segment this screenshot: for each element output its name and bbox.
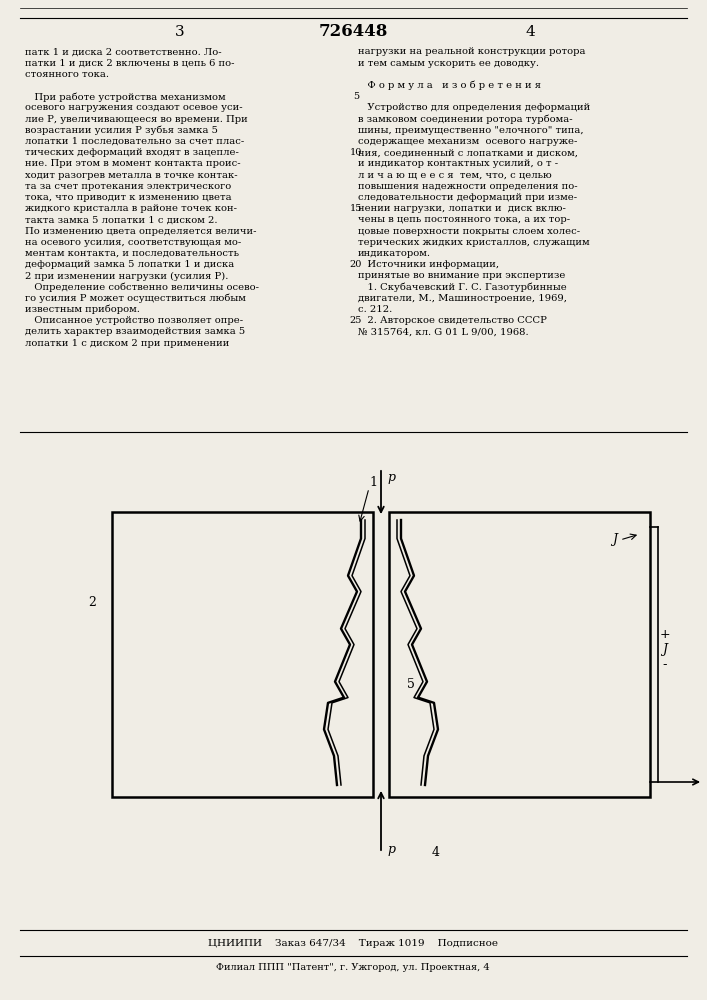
Text: 1. Скубачевский Г. С. Газотурбинные: 1. Скубачевский Г. С. Газотурбинные: [358, 282, 567, 292]
Text: Устройство для определения деформаций: Устройство для определения деформаций: [358, 104, 590, 112]
Text: на осевого усилия, соответствующая мо-: на осевого усилия, соответствующая мо-: [25, 238, 241, 247]
Text: осевого нагружения создают осевое уси-: осевого нагружения создают осевое уси-: [25, 104, 243, 112]
Text: терических жидких кристаллов, служащим: терических жидких кристаллов, служащим: [358, 238, 590, 247]
Text: жидкого кристалла в районе точек кон-: жидкого кристалла в районе точек кон-: [25, 204, 237, 213]
Text: 2. Авторское свидетельство СССР: 2. Авторское свидетельство СССР: [358, 316, 547, 325]
Text: возрастании усилия Р зубья замка 5: возрастании усилия Р зубья замка 5: [25, 126, 218, 135]
Text: повышения надежности определения по-: повышения надежности определения по-: [358, 182, 578, 191]
Text: деформаций замка 5 лопатки 1 и диска: деформаций замка 5 лопатки 1 и диска: [25, 260, 234, 269]
Text: 2: 2: [88, 595, 96, 608]
Text: J: J: [662, 643, 667, 656]
Text: Филиал ППП "Патент", г. Ужгород, ул. Проектная, 4: Филиал ППП "Патент", г. Ужгород, ул. Про…: [216, 964, 490, 972]
Text: p: p: [387, 844, 395, 856]
Text: принятые во внимание при экспертизе: принятые во внимание при экспертизе: [358, 271, 566, 280]
Text: ментам контакта, и последовательность: ментам контакта, и последовательность: [25, 249, 239, 258]
Text: 5: 5: [353, 92, 359, 101]
Text: лопатки 1 последовательно за счет плас-: лопатки 1 последовательно за счет плас-: [25, 137, 244, 146]
Text: 1: 1: [369, 476, 377, 488]
Text: тока, что приводит к изменению цвета: тока, что приводит к изменению цвета: [25, 193, 232, 202]
Text: нении нагрузки, лопатки и  диск вклю-: нении нагрузки, лопатки и диск вклю-: [358, 204, 566, 213]
Text: та за счет протекания электрического: та за счет протекания электрического: [25, 182, 231, 191]
Text: делить характер взаимодействия замка 5: делить характер взаимодействия замка 5: [25, 328, 245, 336]
Text: тических деформаций входят в зацепле-: тических деформаций входят в зацепле-: [25, 148, 239, 157]
Text: индикатором.: индикатором.: [358, 249, 431, 258]
Text: следовательности деформаций при изме-: следовательности деформаций при изме-: [358, 193, 577, 202]
Text: 20: 20: [350, 260, 362, 269]
Text: лопатки 1 с диском 2 при применении: лопатки 1 с диском 2 при применении: [25, 339, 229, 348]
Text: цовые поверхности покрыты слоем холес-: цовые поверхности покрыты слоем холес-: [358, 227, 580, 236]
Text: и тем самым ускорить ее доводку.: и тем самым ускорить ее доводку.: [358, 59, 539, 68]
Text: +: +: [660, 628, 670, 641]
Text: 3: 3: [175, 25, 185, 39]
Text: ЦНИИПИ    Заказ 647/34    Тираж 1019    Подписное: ЦНИИПИ Заказ 647/34 Тираж 1019 Подписное: [208, 938, 498, 948]
Text: № 315764, кл. G 01 L 9/00, 1968.: № 315764, кл. G 01 L 9/00, 1968.: [358, 328, 529, 336]
Text: Описанное устройство позволяет опре-: Описанное устройство позволяет опре-: [25, 316, 243, 325]
Text: 25: 25: [350, 316, 362, 325]
Text: с. 212.: с. 212.: [358, 305, 392, 314]
Text: p: p: [387, 472, 395, 485]
Text: го усилия Р может осуществиться любым: го усилия Р может осуществиться любым: [25, 294, 246, 303]
Text: 4: 4: [432, 846, 440, 859]
Text: шины, преимущественно "елочного" типа,: шины, преимущественно "елочного" типа,: [358, 126, 583, 135]
Text: -: -: [662, 658, 667, 671]
Text: 2 при изменении нагрузки (усилия Р).: 2 при изменении нагрузки (усилия Р).: [25, 271, 228, 281]
Text: 726448: 726448: [318, 23, 387, 40]
Text: в замковом соединении ротора турбома-: в замковом соединении ротора турбома-: [358, 114, 573, 124]
Text: При работе устройства механизмом: При работе устройства механизмом: [25, 92, 226, 102]
Text: 5: 5: [407, 678, 415, 691]
Text: По изменению цвета определяется величи-: По изменению цвета определяется величи-: [25, 227, 257, 236]
Text: лие Р, увеличивающееся во времени. При: лие Р, увеличивающееся во времени. При: [25, 115, 247, 124]
Text: J: J: [612, 534, 617, 546]
Text: Определение собственно величины осево-: Определение собственно величины осево-: [25, 282, 259, 292]
Text: ходит разогрев металла в точке контак-: ходит разогрев металла в точке контак-: [25, 171, 238, 180]
Text: нагрузки на реальной конструкции ротора: нагрузки на реальной конструкции ротора: [358, 47, 585, 56]
Text: и индикатор контактных усилий, о т -: и индикатор контактных усилий, о т -: [358, 159, 558, 168]
Text: двигатели, М., Машиностроение, 1969,: двигатели, М., Машиностроение, 1969,: [358, 294, 567, 303]
Text: 15: 15: [350, 204, 362, 213]
Text: Источники информации,: Источники информации,: [358, 260, 499, 269]
Text: такта замка 5 лопатки 1 с диском 2.: такта замка 5 лопатки 1 с диском 2.: [25, 216, 218, 225]
Text: ние. При этом в момент контакта проис-: ние. При этом в момент контакта проис-: [25, 159, 240, 168]
Text: содержащее механизм  осевого нагруже-: содержащее механизм осевого нагруже-: [358, 137, 578, 146]
Text: Ф о р м у л а   и з о б р е т е н и я: Ф о р м у л а и з о б р е т е н и я: [358, 81, 541, 90]
Text: л и ч а ю щ е е с я  тем, что, с целью: л и ч а ю щ е е с я тем, что, с целью: [358, 171, 551, 180]
Text: 10: 10: [350, 148, 362, 157]
Text: чены в цепь постоянного тока, а их тор-: чены в цепь постоянного тока, а их тор-: [358, 216, 570, 225]
Text: стоянного тока.: стоянного тока.: [25, 70, 109, 79]
Text: патки 1 и диск 2 включены в цепь 6 по-: патки 1 и диск 2 включены в цепь 6 по-: [25, 59, 235, 68]
Text: ния, соединенный с лопатками и диском,: ния, соединенный с лопатками и диском,: [358, 148, 578, 157]
Text: известным прибором.: известным прибором.: [25, 305, 140, 314]
Text: 4: 4: [525, 25, 535, 39]
Text: патк 1 и диска 2 соответственно. Ло-: патк 1 и диска 2 соответственно. Ло-: [25, 47, 221, 56]
